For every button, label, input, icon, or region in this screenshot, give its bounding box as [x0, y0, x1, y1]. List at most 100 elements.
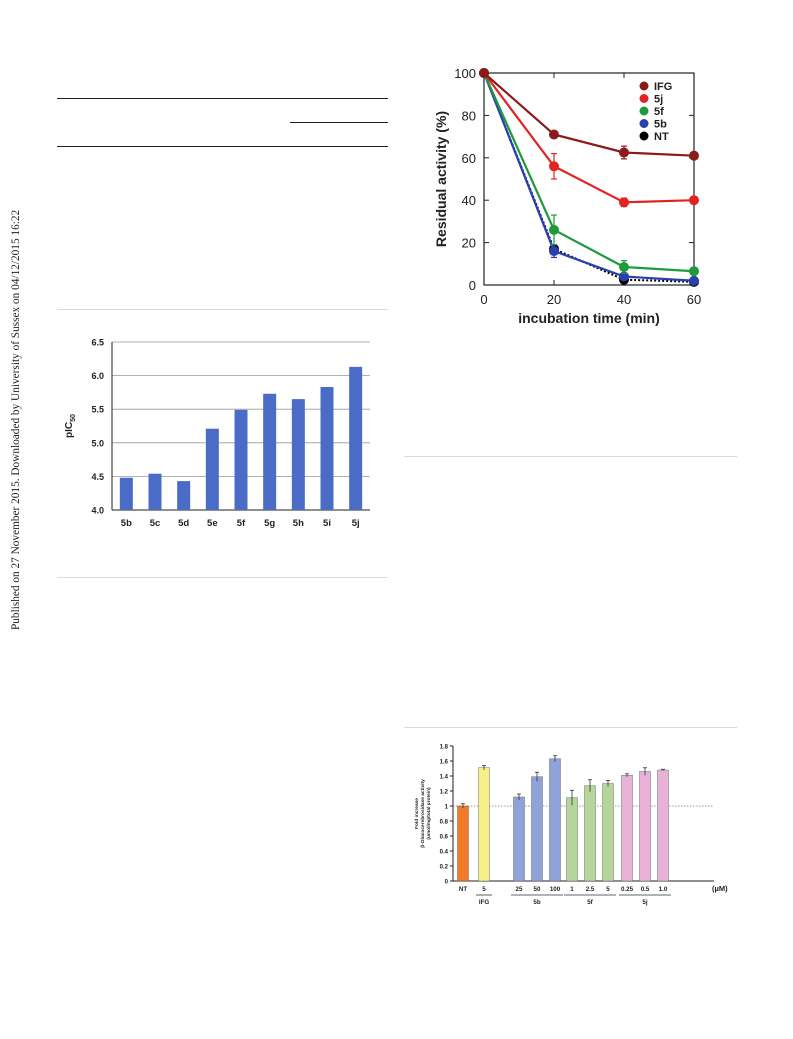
x-tick-label: 5h	[293, 518, 304, 529]
x-tick-label: 60	[687, 292, 701, 307]
x-tick-label: 5d	[178, 518, 189, 529]
data-point-5j	[689, 195, 699, 206]
x-tick-label: 50	[534, 886, 541, 893]
y-tick-label: 1.6	[440, 760, 449, 766]
y-tick-label: 60	[462, 151, 476, 166]
residual-activity-chart: 0 20 40 60 80 100 0 20 40 60 incubation time (min)…	[404, 58, 737, 338]
x-tick-label: 5c	[150, 518, 161, 529]
x-tick-label: NT	[459, 886, 467, 893]
legend-marker-IFG	[639, 81, 649, 91]
bar-5f-1	[566, 797, 578, 882]
x-tick-label: 2.5	[586, 886, 595, 893]
bar-5f-5	[602, 783, 614, 882]
y-tick-label: 0.4	[440, 850, 449, 856]
data-point-5j	[549, 161, 559, 172]
bar-5j-0.25	[621, 775, 633, 882]
series-line-5b	[482, 72, 695, 282]
series-line-5f	[482, 72, 695, 273]
y-axis-label-line: β-Glucocerebrosidase activity	[420, 779, 426, 848]
legend-label: 5j	[654, 94, 663, 106]
x-tick-label: 5b	[121, 518, 132, 529]
data-point-5f	[619, 261, 629, 272]
x-tick-label: 100	[550, 886, 561, 893]
x-tick-label: 0.5	[641, 886, 650, 893]
x-tick-label: 1.0	[659, 886, 668, 893]
publication-note-text: Published on 27 November 2015. Downloade…	[10, 210, 22, 630]
x-tick-label: 5e	[207, 518, 218, 529]
unit-label: (µM)	[712, 884, 728, 893]
data-point-5b	[689, 275, 699, 286]
legend-label: NT	[654, 131, 669, 143]
x-tick-label: 0	[480, 292, 487, 307]
group-label: 5j	[642, 899, 647, 906]
table-top-rule	[57, 98, 388, 99]
series-line-IFG	[483, 72, 695, 157]
x-tick-label: 0.25	[621, 886, 634, 893]
bar-5e	[205, 428, 219, 510]
x-tick-label: 5f	[237, 518, 246, 529]
bar-NT-NT	[457, 805, 469, 882]
x-tick-label: 5	[606, 886, 610, 893]
data-point-5b	[619, 271, 629, 282]
y-tick-label: 1.8	[440, 745, 449, 751]
legend-marker-5b	[639, 119, 649, 128]
y-tick-label: 100	[454, 66, 476, 81]
bar-5h	[291, 399, 305, 510]
x-axis-label: incubation time (min)	[518, 310, 660, 326]
y-tick-label: 1.2	[440, 790, 449, 796]
x-tick-label: 20	[547, 292, 561, 307]
y-tick-label: 5.5	[91, 405, 104, 415]
y-axis-label-line: (umol/mg/total protein)	[426, 787, 432, 840]
data-point-IFG	[619, 147, 629, 158]
y-axis-label: Residual activity (%)	[433, 111, 449, 247]
y-tick-label: 20	[462, 236, 476, 251]
bar-IFG-5	[478, 767, 490, 882]
plot-frame	[483, 72, 695, 286]
pic50-chart-svg: 4.0 4.5 5.0 5.5 6.0 6.5 5b 5c 5d 5e 5f 5g 5h 5i 5j pIC5…	[64, 338, 370, 529]
y-tick-label: 0.2	[440, 865, 449, 871]
publication-note: Published on 27 November 2015. Downloade…	[2, 210, 26, 630]
series-line-NT	[483, 72, 695, 283]
figure-separator-right-bottom	[404, 727, 737, 728]
y-tick-label: 40	[462, 193, 476, 208]
data-point-IFG	[479, 68, 489, 78]
y-tick-label: 5.0	[91, 438, 104, 448]
bar-5f-2.5	[584, 785, 596, 882]
data-point-5f	[689, 266, 699, 277]
x-tick-label: 40	[617, 292, 631, 307]
bar-5b	[119, 477, 133, 510]
x-tick-label: 5	[482, 886, 486, 893]
data-point-5j	[619, 197, 629, 208]
x-tick-label: 5j	[352, 518, 360, 529]
data-point-IFG	[549, 129, 559, 140]
bar-5g	[263, 393, 277, 510]
y-tick-label: 1	[445, 805, 449, 811]
y-axis-label-subscript: 50	[70, 414, 77, 422]
bar-5j-1.0	[657, 769, 669, 882]
y-tick-label: 4.0	[91, 506, 104, 516]
x-tick-label: 5i	[323, 518, 331, 529]
data-point-5f	[549, 224, 559, 235]
bar-5d	[177, 481, 191, 510]
bar-5i	[320, 387, 334, 510]
y-tick-label: 6.5	[91, 338, 104, 348]
bar-5j-0.5	[639, 771, 651, 882]
group-label: 5f	[587, 899, 593, 906]
y-tick-label: 0	[445, 880, 449, 886]
series-line-5j	[483, 72, 695, 204]
x-tick-label: 1	[570, 886, 574, 893]
group-label: 5b	[533, 899, 540, 906]
table-bottom-rule	[57, 146, 388, 147]
legend-label: IFG	[654, 81, 672, 93]
y-tick-label: 0.6	[440, 835, 449, 841]
legend-marker-5j	[639, 94, 649, 103]
y-tick-label: 4.5	[91, 472, 104, 482]
table-sub-rule	[290, 122, 388, 123]
figure-separator-left-bottom	[57, 577, 388, 578]
legend-label: 5f	[654, 106, 664, 118]
legend-label: 5b	[654, 119, 667, 131]
x-tick-label: 5g	[264, 518, 275, 529]
data-point-5b	[549, 246, 559, 257]
bar-5f	[234, 409, 248, 510]
x-tick-label: 25	[516, 886, 523, 893]
